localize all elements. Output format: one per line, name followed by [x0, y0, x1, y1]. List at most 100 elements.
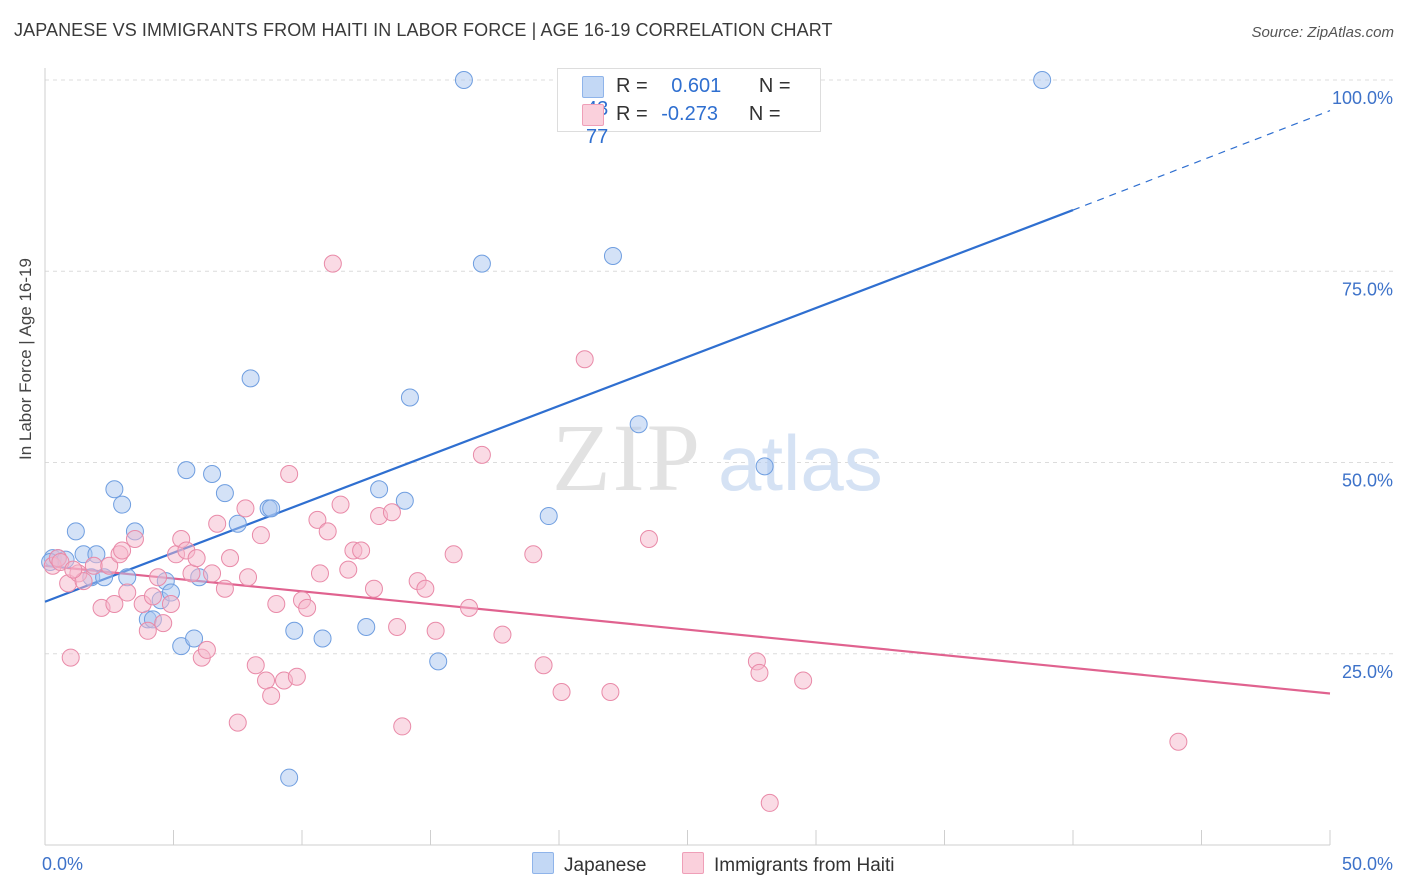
japanese-point [185, 629, 204, 648]
haiti-point [246, 656, 265, 675]
japanese-point [177, 461, 196, 480]
haiti-point [208, 514, 227, 533]
haiti-point [138, 621, 157, 640]
haiti-point [388, 617, 407, 636]
haiti-point [750, 663, 769, 682]
legend-n-label: N = [758, 75, 791, 97]
haiti-point [257, 671, 276, 690]
japanese-point [1033, 71, 1052, 89]
haiti-point [760, 793, 779, 812]
y-tick-label: 100.0% [1332, 88, 1393, 108]
haiti-point [460, 598, 479, 617]
japanese-point [66, 522, 85, 541]
haiti-point [323, 254, 342, 273]
haiti-point [575, 350, 594, 369]
japanese-point [228, 514, 247, 533]
haiti-point [308, 510, 327, 529]
haiti-point [298, 598, 317, 617]
japanese-point [395, 491, 414, 510]
haiti-point [221, 549, 240, 568]
japanese-point [629, 415, 648, 434]
x-tick-label: 0.0% [42, 854, 83, 874]
legend-row-japanese: R = 0.601 N = 43 [582, 75, 820, 121]
japanese-point [313, 629, 332, 648]
japanese-point [262, 499, 281, 518]
legend-r-label: R = [616, 103, 648, 125]
japanese-point [215, 484, 234, 503]
haiti-point [182, 564, 201, 583]
japanese-point [454, 71, 473, 89]
japanese-point [280, 768, 299, 787]
bottom-legend-japanese: Japanese [532, 852, 646, 877]
legend-r-value: 0.601 [671, 75, 722, 97]
haiti-point [1169, 732, 1188, 751]
watermark-zip: ZIP [552, 404, 702, 511]
legend-swatch-japanese [582, 75, 604, 98]
haiti-point [364, 579, 383, 598]
haiti-point [161, 595, 180, 614]
bottom-legend-label-japanese: Japanese [564, 855, 647, 876]
japanese-point [105, 480, 124, 499]
axes [44, 68, 1331, 846]
trend-lines [44, 110, 1331, 695]
watermark-atlas: atlas [718, 419, 883, 507]
bottom-legend-label-haiti: Immigrants from Haiti [714, 855, 895, 876]
haiti-point [552, 683, 571, 701]
bottom-legend-swatch-haiti [682, 852, 704, 874]
haiti-point [118, 583, 137, 602]
japanese-point [755, 457, 774, 476]
haiti-point [534, 656, 553, 675]
haiti-point [416, 579, 435, 598]
haiti-point [382, 503, 401, 522]
japanese-point [472, 254, 491, 273]
japanese-point [370, 480, 389, 499]
y-tick-label: 25.0% [1342, 662, 1393, 682]
haiti-point [262, 686, 281, 705]
stats-legend: R = 0.601 N = 43 R = -0.273 N = 77 [557, 68, 821, 148]
japanese-point [357, 617, 376, 636]
tick-labels: 25.0% 50.0% 75.0% 100.0% 0.0% 50.0% [42, 88, 1393, 874]
haiti-point [113, 541, 132, 560]
data-points [41, 71, 1188, 812]
haiti-point [197, 640, 216, 659]
haiti-point [267, 595, 286, 614]
legend-n-value: 77 [586, 126, 609, 148]
chart-source: Source: ZipAtlas.com [1251, 24, 1394, 41]
japanese-point [539, 507, 558, 526]
japanese-trend-extension [1072, 110, 1331, 211]
haiti-point [393, 717, 412, 736]
japanese-point [113, 495, 132, 514]
haiti-point [105, 595, 124, 614]
japanese-point [429, 652, 448, 671]
haiti-point [203, 564, 222, 583]
y-axis-label: In Labor Force | Age 16-19 [16, 258, 35, 460]
haiti-point [493, 625, 512, 644]
watermark: ZIP atlas [552, 404, 883, 511]
haiti-point [251, 526, 270, 545]
haiti-point [794, 671, 813, 690]
haiti-point [426, 621, 445, 640]
haiti-point [318, 522, 337, 541]
japanese-point [285, 621, 304, 640]
haiti-point [236, 499, 255, 518]
legend-r-label: R = [616, 75, 648, 97]
japanese-point [203, 464, 222, 483]
haiti-point [125, 530, 144, 548]
haiti-point [239, 568, 258, 587]
legend-r-value: -0.273 [661, 103, 718, 125]
haiti-trend-line [44, 564, 1331, 695]
haiti-point [154, 614, 173, 633]
y-tick-label: 50.0% [1342, 471, 1393, 491]
haiti-point [143, 587, 162, 606]
haiti-point [149, 568, 168, 587]
haiti-point [61, 648, 80, 667]
haiti-point [352, 541, 371, 560]
japanese-trend-line [44, 209, 1074, 603]
haiti-point [64, 560, 83, 579]
haiti-point [215, 579, 234, 598]
haiti-point [444, 545, 463, 564]
haiti-point [74, 572, 93, 591]
legend-swatch-haiti [582, 103, 604, 126]
haiti-point [187, 549, 206, 568]
haiti-point [524, 545, 543, 564]
